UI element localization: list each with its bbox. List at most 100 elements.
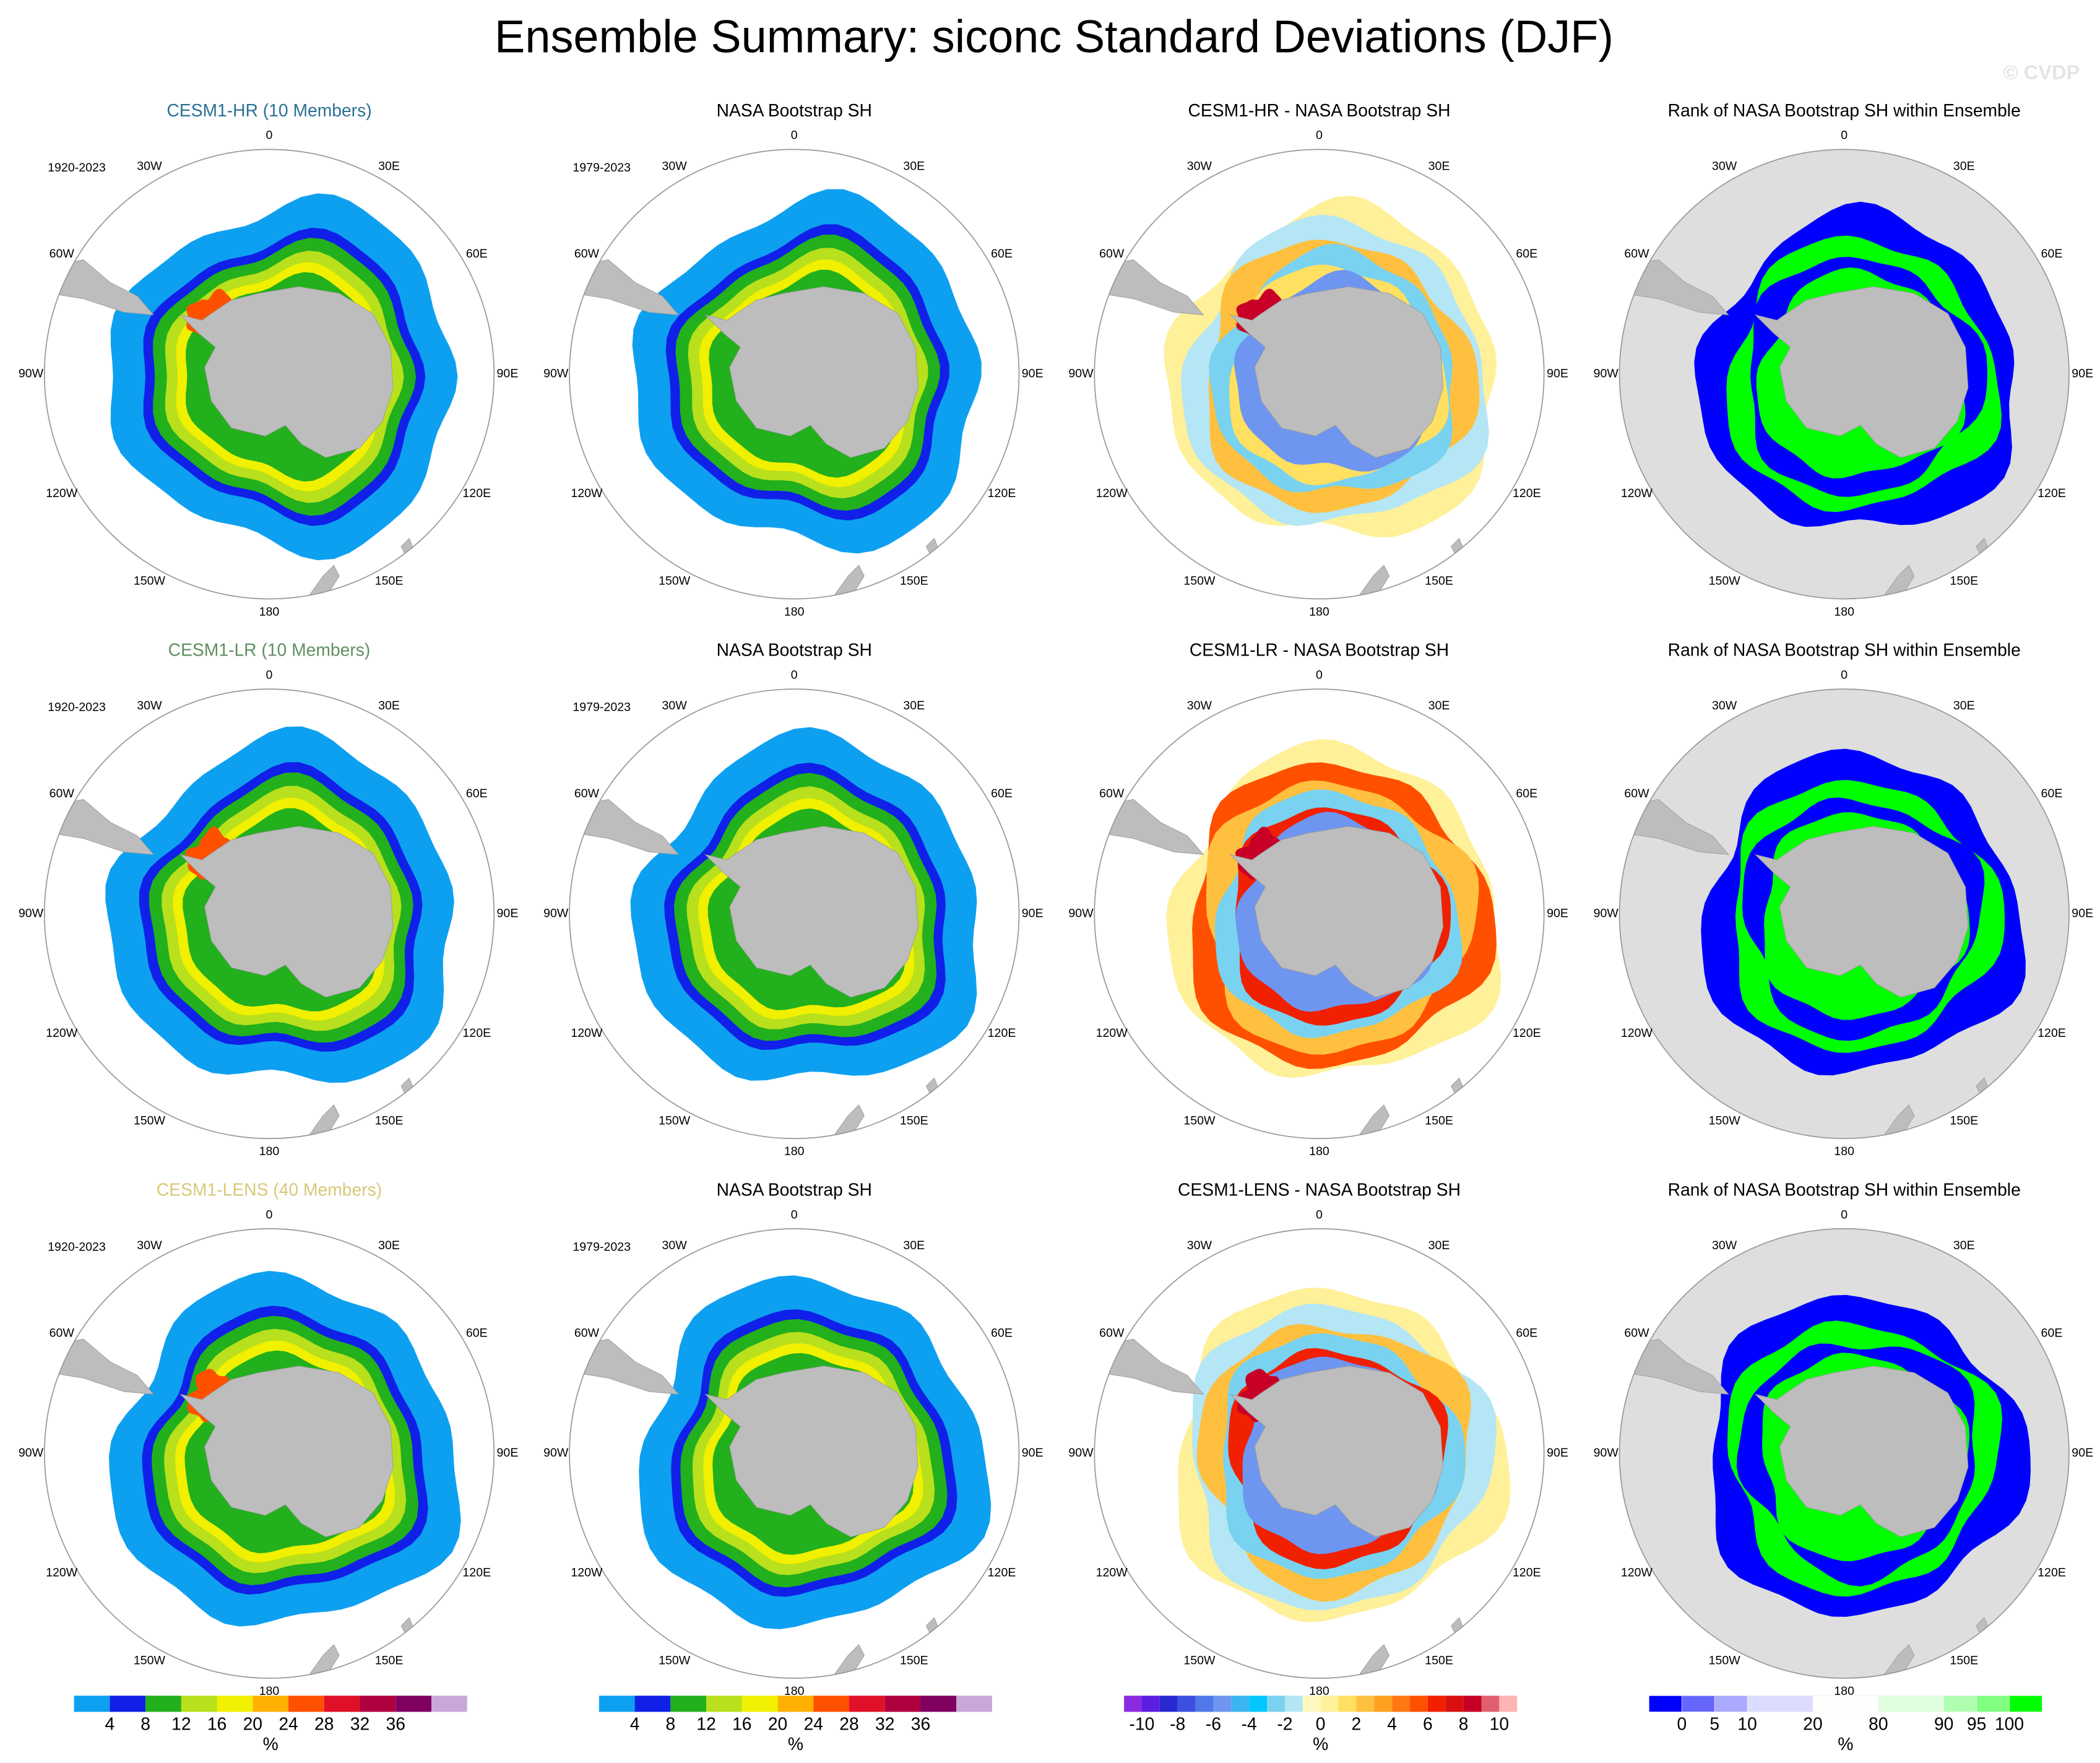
longitude-label: 60E [991, 1327, 1013, 1340]
longitude-label: 120E [1513, 1566, 1541, 1580]
longitude-label: 60E [466, 1327, 488, 1340]
map [44, 1228, 495, 1679]
panel-title: NASA Bootstrap SH [717, 1180, 872, 1200]
land [1229, 826, 1444, 998]
longitude-label: 120W [1621, 487, 1653, 500]
colorbar-label: -8 [1170, 1714, 1185, 1734]
longitude-label: 150W [1183, 1653, 1216, 1667]
longitude-label: 150E [375, 1653, 404, 1667]
longitude-label: 0 [791, 669, 798, 682]
colorbar-label: 0 [1316, 1714, 1326, 1734]
colorbar-unit: % [263, 1734, 279, 1754]
colorbar-box [1392, 1696, 1411, 1712]
longitude-label: 30W [662, 159, 688, 173]
land [179, 826, 394, 998]
land [179, 1366, 394, 1538]
colorbar-box [1681, 1695, 1715, 1712]
longitude-label: 60E [2041, 1327, 2063, 1340]
colorbar-box [1284, 1696, 1303, 1712]
panel-title: CESM1-LENS (40 Members) [157, 1180, 382, 1200]
longitude-label: 0 [791, 1208, 798, 1221]
land [1624, 259, 1729, 316]
colorbar-label: 20 [1803, 1714, 1822, 1734]
longitude-label: 90E [497, 906, 519, 920]
longitude-label: 150W [134, 1653, 166, 1667]
colorbar-label: 8 [665, 1714, 675, 1734]
map-border [43, 1228, 495, 1679]
map-border [43, 688, 495, 1140]
longitude-label: 120E [2037, 1026, 2066, 1040]
longitude-label: 60W [50, 787, 75, 800]
colorbar-label: 12 [171, 1714, 191, 1734]
longitude-label: 180 [1309, 1145, 1329, 1158]
longitude-label: 30E [903, 699, 925, 713]
longitude-label: 30W [1187, 1239, 1212, 1252]
colorbar-box [360, 1696, 396, 1712]
longitude-label: 30E [1953, 1239, 1975, 1252]
longitude-label: 120E [2037, 1566, 2066, 1580]
longitude-label: 150E [1425, 1114, 1453, 1127]
colorbar-label: 36 [911, 1714, 930, 1734]
longitude-label: 30W [137, 699, 162, 713]
longitude-label: 60E [1516, 787, 1537, 800]
longitude-label: 90W [1594, 367, 1619, 381]
map [44, 149, 495, 599]
colorbar-box [884, 1696, 921, 1712]
longitude-label: 150E [1950, 1653, 1978, 1667]
longitude-label: 0 [266, 669, 273, 682]
colorbar-label: 16 [732, 1714, 751, 1734]
colorbar-box [741, 1696, 778, 1712]
longitude-label: 180 [259, 605, 280, 618]
colorbar-box [1320, 1696, 1339, 1712]
longitude-label: 180 [784, 605, 805, 618]
longitude-label: 150E [900, 1653, 928, 1667]
colorbar-label: 4 [105, 1714, 115, 1734]
longitude-label: 90W [1068, 906, 1094, 920]
longitude-label: 90E [497, 367, 519, 381]
colorbar-box [1124, 1696, 1142, 1712]
colorbar-box [74, 1696, 110, 1712]
period-label: 1979-2023 [573, 1241, 631, 1254]
land [50, 799, 154, 856]
colorbar-box [1302, 1696, 1321, 1712]
longitude-label: 120E [988, 1026, 1016, 1040]
colorbar-box [1943, 1695, 1977, 1712]
map [569, 1228, 1019, 1679]
colorbar-box [706, 1696, 742, 1712]
land [1229, 1366, 1444, 1538]
longitude-label: 180 [1834, 605, 1854, 618]
colorbar-label: 12 [696, 1714, 715, 1734]
map [1094, 149, 1544, 599]
longitude-label: 180 [1309, 1684, 1329, 1698]
longitude-label: 60W [1099, 247, 1125, 261]
colorbar-label: 5 [1709, 1714, 1719, 1734]
colorbar-box [1481, 1696, 1500, 1712]
land [704, 826, 918, 998]
map-border [1094, 688, 1545, 1140]
longitude-label: 30W [137, 159, 162, 173]
land [1099, 1338, 1204, 1395]
colorbar-label: -2 [1277, 1714, 1292, 1734]
longitude-label: 60E [2041, 247, 2063, 261]
longitude-label: 120W [571, 1026, 603, 1040]
longitude-label: 90W [543, 367, 569, 381]
longitude-label: 120E [1513, 1026, 1541, 1040]
longitude-label: 60E [1516, 247, 1537, 261]
colorbar-box [777, 1696, 814, 1712]
longitude-label: 90E [497, 1446, 519, 1460]
longitude-label: 120E [1513, 487, 1541, 500]
longitude-label: 90W [1594, 906, 1619, 920]
period-label: 1979-2023 [573, 161, 631, 175]
colorbar-box [395, 1696, 431, 1712]
land [574, 259, 680, 316]
map-border [1094, 1228, 1545, 1679]
colorbar-label: 80 [1869, 1714, 1888, 1734]
colorbar-box [1463, 1696, 1482, 1712]
longitude-label: 0 [1841, 669, 1847, 682]
longitude-label: 0 [266, 129, 273, 142]
longitude-label: 30E [1953, 159, 1975, 173]
land [1099, 259, 1204, 316]
colorbar-label: 2 [1352, 1714, 1362, 1734]
longitude-label: 60W [1624, 1327, 1649, 1340]
longitude-label: 150W [659, 1653, 691, 1667]
